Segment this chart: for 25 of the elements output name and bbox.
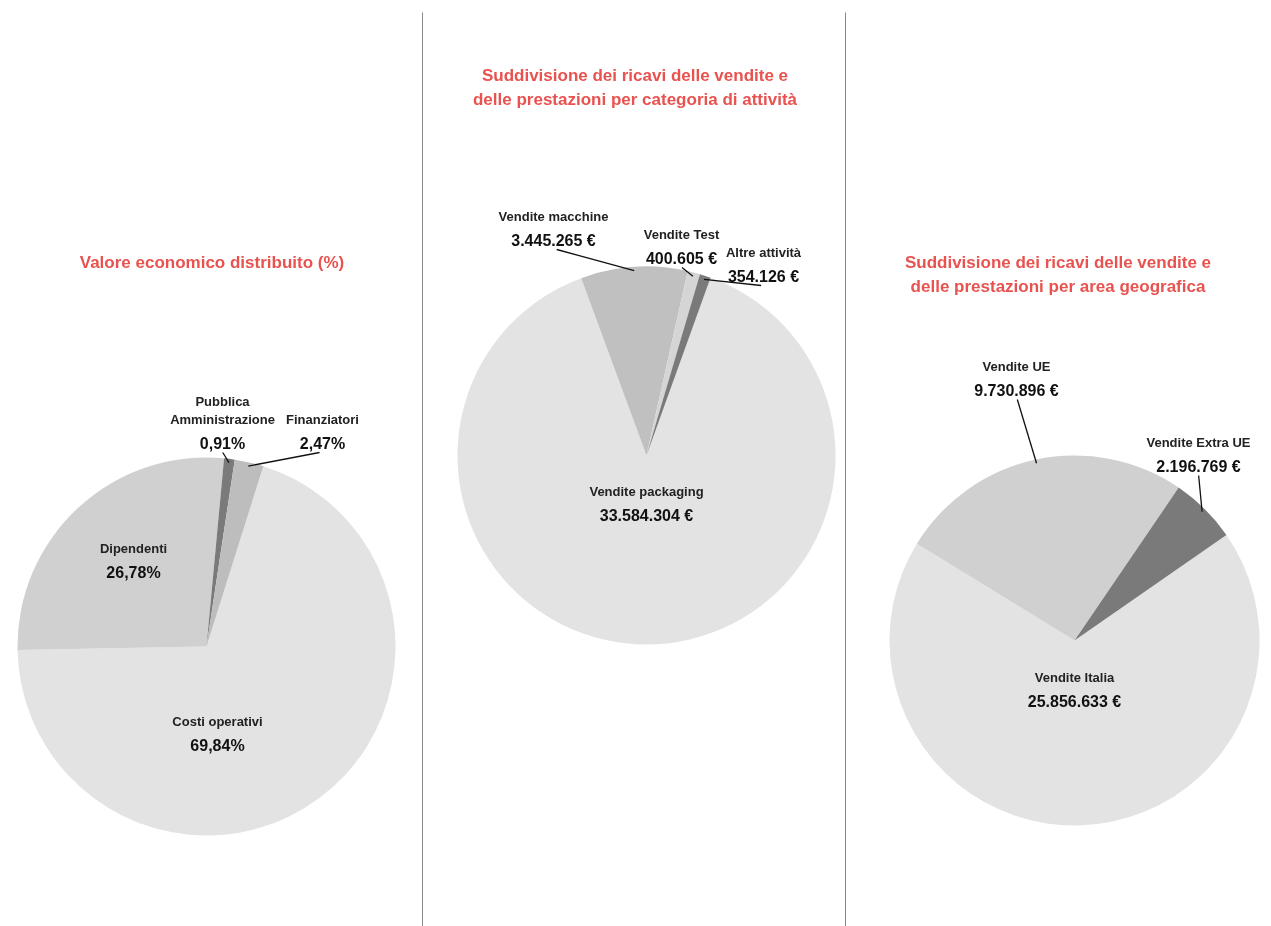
slice-label: Vendite Extra UE — [1146, 434, 1251, 450]
data-label: 69,84% — [190, 737, 245, 754]
slice-label: Vendite macchine — [498, 208, 609, 224]
data-label: 2.196.769 € — [1156, 458, 1241, 475]
data-label: 9.730.896 € — [974, 382, 1059, 399]
slice-label: Costi operativi — [172, 713, 263, 729]
chart-title: Valore economico distribuito (%) — [79, 253, 345, 272]
slice-label: Vendite UE — [982, 358, 1051, 374]
data-label: 0,91% — [199, 435, 246, 452]
data-label: 400.605 € — [645, 250, 718, 267]
slice-label: Finanziatori — [286, 411, 359, 427]
data-label: 26,78% — [106, 564, 161, 581]
slice-label: Altre attività — [725, 244, 802, 260]
slice-label: Vendite Test — [643, 226, 720, 242]
slice-label: Vendite Italia — [1034, 669, 1116, 685]
data-label: 25.856.633 € — [1027, 693, 1122, 710]
data-label: 33.584.304 € — [599, 507, 694, 524]
slice-label: Pubblica Amministrazione — [170, 394, 275, 427]
chart-title: Suddivisione dei ricavi delle vendite e delle prestazioni per area geografica — [904, 253, 1212, 296]
chart-title: Suddivisione dei ricavi delle vendite e delle prestazioni per categoria di attività — [472, 66, 798, 109]
slice-label: Dipendenti — [99, 540, 168, 556]
slice-label: Vendite packaging — [589, 483, 704, 499]
data-label: 354.126 € — [727, 268, 800, 285]
data-label: 3.445.265 € — [511, 232, 596, 249]
data-label: 2,47% — [299, 435, 346, 452]
